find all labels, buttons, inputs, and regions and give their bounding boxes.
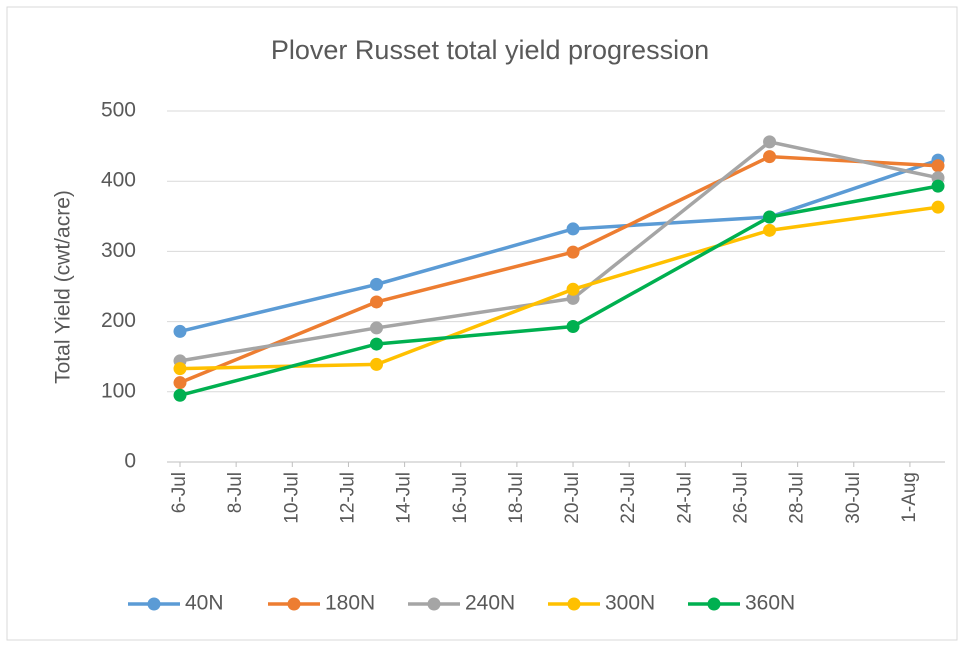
legend-marker: [707, 597, 721, 611]
x-tick-label: 10-Jul: [281, 472, 302, 524]
data-point: [763, 150, 777, 164]
y-tick-label: 500: [101, 99, 136, 122]
x-tick-label: 18-Jul: [506, 472, 527, 524]
data-point: [173, 376, 187, 390]
legend-marker: [147, 597, 161, 611]
data-point: [370, 337, 384, 351]
y-tick-label: 300: [101, 239, 136, 262]
legend-marker: [287, 597, 301, 611]
data-point: [370, 321, 384, 335]
x-tick-label: 26-Jul: [730, 472, 751, 524]
data-point: [173, 388, 187, 402]
x-tick-label: 28-Jul: [787, 472, 808, 524]
x-tick-label: 16-Jul: [450, 472, 471, 524]
data-point: [566, 282, 580, 296]
x-tick-label: 14-Jul: [394, 472, 415, 524]
legend-marker: [567, 597, 581, 611]
y-tick-label: 100: [101, 379, 136, 402]
data-point: [566, 320, 580, 334]
y-axis-label: Total Yield (cwt/acre): [52, 190, 75, 384]
data-point: [763, 223, 777, 237]
data-point: [370, 357, 384, 371]
y-tick-label: 400: [101, 169, 136, 192]
legend-marker: [427, 597, 441, 611]
data-point: [566, 245, 580, 259]
data-point: [173, 362, 187, 376]
y-tick-label: 200: [101, 309, 136, 332]
data-point: [931, 200, 945, 214]
data-point: [370, 295, 384, 309]
legend-label: 40N: [185, 592, 224, 615]
data-point: [763, 135, 777, 149]
legend-label: 240N: [465, 592, 515, 615]
data-point: [566, 222, 580, 236]
x-tick-label: 1-Aug: [899, 472, 920, 523]
data-point: [370, 277, 384, 291]
data-point: [763, 210, 777, 224]
x-tick-label: 8-Jul: [225, 472, 246, 513]
x-tick-label: 30-Jul: [843, 472, 864, 524]
y-tick-label: 0: [124, 450, 136, 473]
x-tick-label: 12-Jul: [337, 472, 358, 524]
x-tick-label: 20-Jul: [562, 472, 583, 524]
data-point: [931, 159, 945, 173]
x-tick-label: 6-Jul: [169, 472, 190, 513]
legend-label: 180N: [325, 592, 375, 615]
data-point: [173, 324, 187, 338]
data-point: [566, 291, 580, 305]
x-tick-label: 22-Jul: [618, 472, 639, 524]
data-point: [931, 179, 945, 193]
legend-label: 300N: [605, 592, 655, 615]
x-tick-label: 24-Jul: [674, 472, 695, 524]
legend-label: 360N: [745, 592, 795, 615]
chart-title: Plover Russet total yield progression: [271, 35, 709, 65]
